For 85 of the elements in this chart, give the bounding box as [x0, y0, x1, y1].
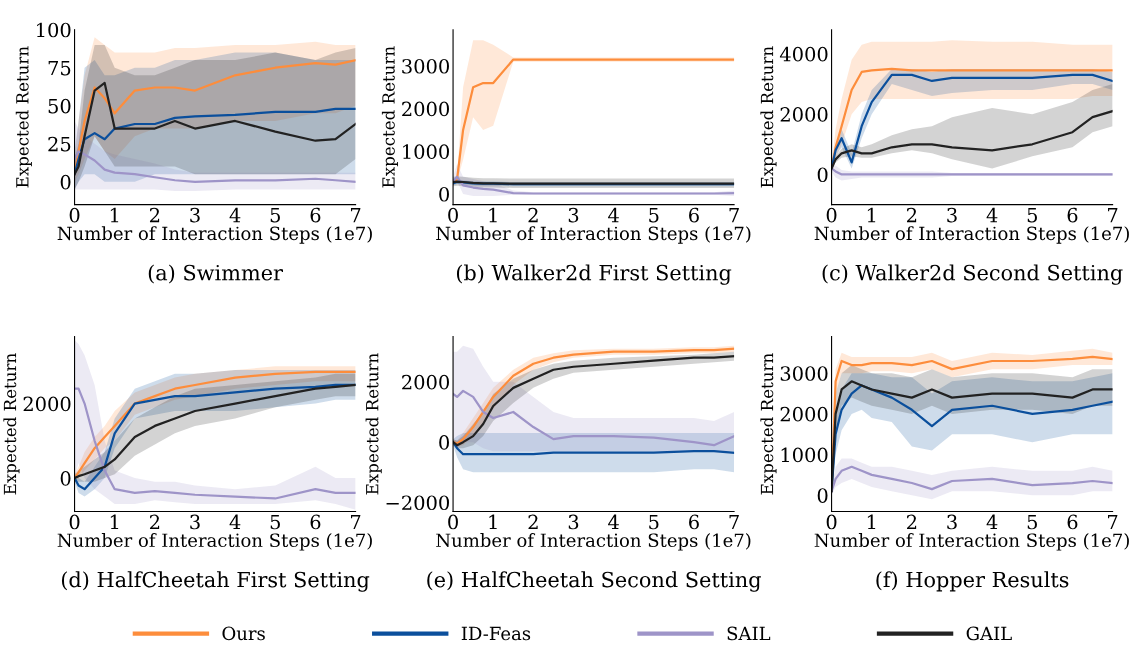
- y-tick-label: 2000: [402, 374, 449, 390]
- x-tick-label: 6: [1067, 514, 1078, 530]
- x-tick-label: 1: [489, 207, 497, 223]
- y-tick-label: 0: [60, 174, 71, 190]
- x-tick-label: 3: [190, 207, 200, 223]
- x-axis-title: Number of Interaction Steps (1e7): [814, 533, 1129, 551]
- y-tick-label: 2000: [780, 406, 828, 422]
- x-tick-label: 6: [310, 514, 321, 530]
- x-tick-label: 3: [190, 514, 200, 530]
- x-tick-label: 5: [649, 514, 659, 530]
- legend-label: Ours: [222, 626, 265, 641]
- x-tick-label: 6: [689, 514, 699, 530]
- y-tick-label: 1000: [403, 144, 449, 159]
- y-axis-title: Expected Return: [381, 46, 399, 188]
- x-tick-label: 3: [947, 207, 957, 223]
- y-tick-label: 3000: [780, 366, 828, 381]
- y-tick-label: 75: [48, 60, 71, 76]
- x-tick-label: 5: [270, 207, 280, 223]
- y-tick-label: 1000: [781, 447, 828, 463]
- x-tick-label: 1: [489, 514, 497, 530]
- x-tick-label: 7: [1108, 207, 1118, 223]
- x-axis-title: Number of Interaction Steps (1e7): [814, 226, 1129, 244]
- y-axis-title: Expected Return: [760, 46, 777, 188]
- x-tick-label: 2: [149, 207, 160, 223]
- y-axis-title: Expected Return: [365, 353, 382, 495]
- x-tick-label: 5: [649, 207, 659, 223]
- x-tick-label: 4: [608, 207, 619, 223]
- y-tick-label: 2000: [780, 107, 828, 122]
- text: (d) HalfCheetah First Setting: [61, 571, 370, 592]
- x-axis-title: Number of Interaction Steps (1e7): [436, 226, 751, 244]
- y-axis-title: Expected Return: [15, 46, 32, 188]
- x-tick-label: 3: [568, 514, 579, 530]
- x-tick-label: 6: [310, 207, 321, 223]
- x-tick-label: 7: [351, 207, 361, 223]
- x-tick-label: 4: [986, 207, 998, 223]
- y-tick-label: 2000: [402, 101, 449, 117]
- x-tick-label: 1: [110, 207, 119, 223]
- y-tick-label: 3000: [402, 58, 449, 74]
- y-axis-title: Expected Return: [3, 353, 20, 495]
- y-tick-label: 0: [439, 186, 449, 202]
- x-axis-title: Number of Interaction Steps (1e7): [436, 533, 751, 551]
- legend-label: SAIL: [727, 626, 771, 641]
- x-tick-label: 7: [729, 207, 739, 223]
- text: (e) HalfCheetah Second Setting: [427, 571, 761, 592]
- x-tick-label: 1: [110, 514, 119, 530]
- x-tick-label: 7: [351, 514, 361, 530]
- y-tick-label: 25: [48, 136, 71, 152]
- x-tick-label: 5: [270, 514, 280, 530]
- y-tick-label: 0: [60, 470, 71, 486]
- x-tick-label: 6: [689, 207, 699, 223]
- y-tick-label: 100: [37, 22, 71, 38]
- x-tick-label: 2: [907, 514, 917, 530]
- x-tick-label: 2: [149, 514, 160, 530]
- x-tick-label: 7: [1108, 514, 1118, 530]
- legend-label: GAIL: [966, 626, 1012, 641]
- y-tick-label: 4000: [779, 46, 828, 62]
- x-tick-label: 3: [568, 207, 579, 223]
- x-tick-label: 1: [867, 514, 876, 530]
- x-tick-label: 3: [947, 514, 957, 530]
- text: (a) Swimmer: [148, 264, 283, 284]
- text: (b) Walker2d First Setting: [456, 264, 732, 285]
- x-tick-label: 4: [986, 514, 998, 530]
- x-tick-label: 4: [229, 514, 241, 530]
- x-tick-label: 4: [229, 207, 241, 223]
- y-tick-label: 0: [817, 488, 828, 503]
- y-tick-label: 0: [439, 435, 449, 450]
- y-tick-label: 50: [48, 98, 71, 114]
- x-tick-label: 2: [907, 207, 917, 223]
- legend-label: ID-Feas: [461, 626, 531, 641]
- text: (c) Walker2d Second Setting: [822, 264, 1123, 285]
- text: (f) Hopper Results: [876, 571, 1069, 592]
- y-tick-label: −2000: [386, 495, 449, 511]
- x-tick-label: 5: [1027, 207, 1037, 223]
- y-axis-title: Expected Return: [760, 353, 777, 495]
- x-tick-label: 4: [608, 514, 619, 530]
- x-tick-label: 1: [867, 207, 876, 223]
- x-tick-label: 5: [1027, 514, 1037, 530]
- y-tick-label: 2000: [23, 396, 71, 412]
- x-tick-label: 6: [1067, 207, 1078, 223]
- x-axis-title: Number of Interaction Steps (1e7): [57, 533, 372, 551]
- x-tick-label: 2: [528, 207, 538, 223]
- y-tick-label: 0: [817, 167, 828, 183]
- x-tick-label: 7: [729, 514, 739, 530]
- x-axis-title: Number of Interaction Steps (1e7): [57, 226, 372, 244]
- x-tick-label: 2: [528, 514, 538, 530]
